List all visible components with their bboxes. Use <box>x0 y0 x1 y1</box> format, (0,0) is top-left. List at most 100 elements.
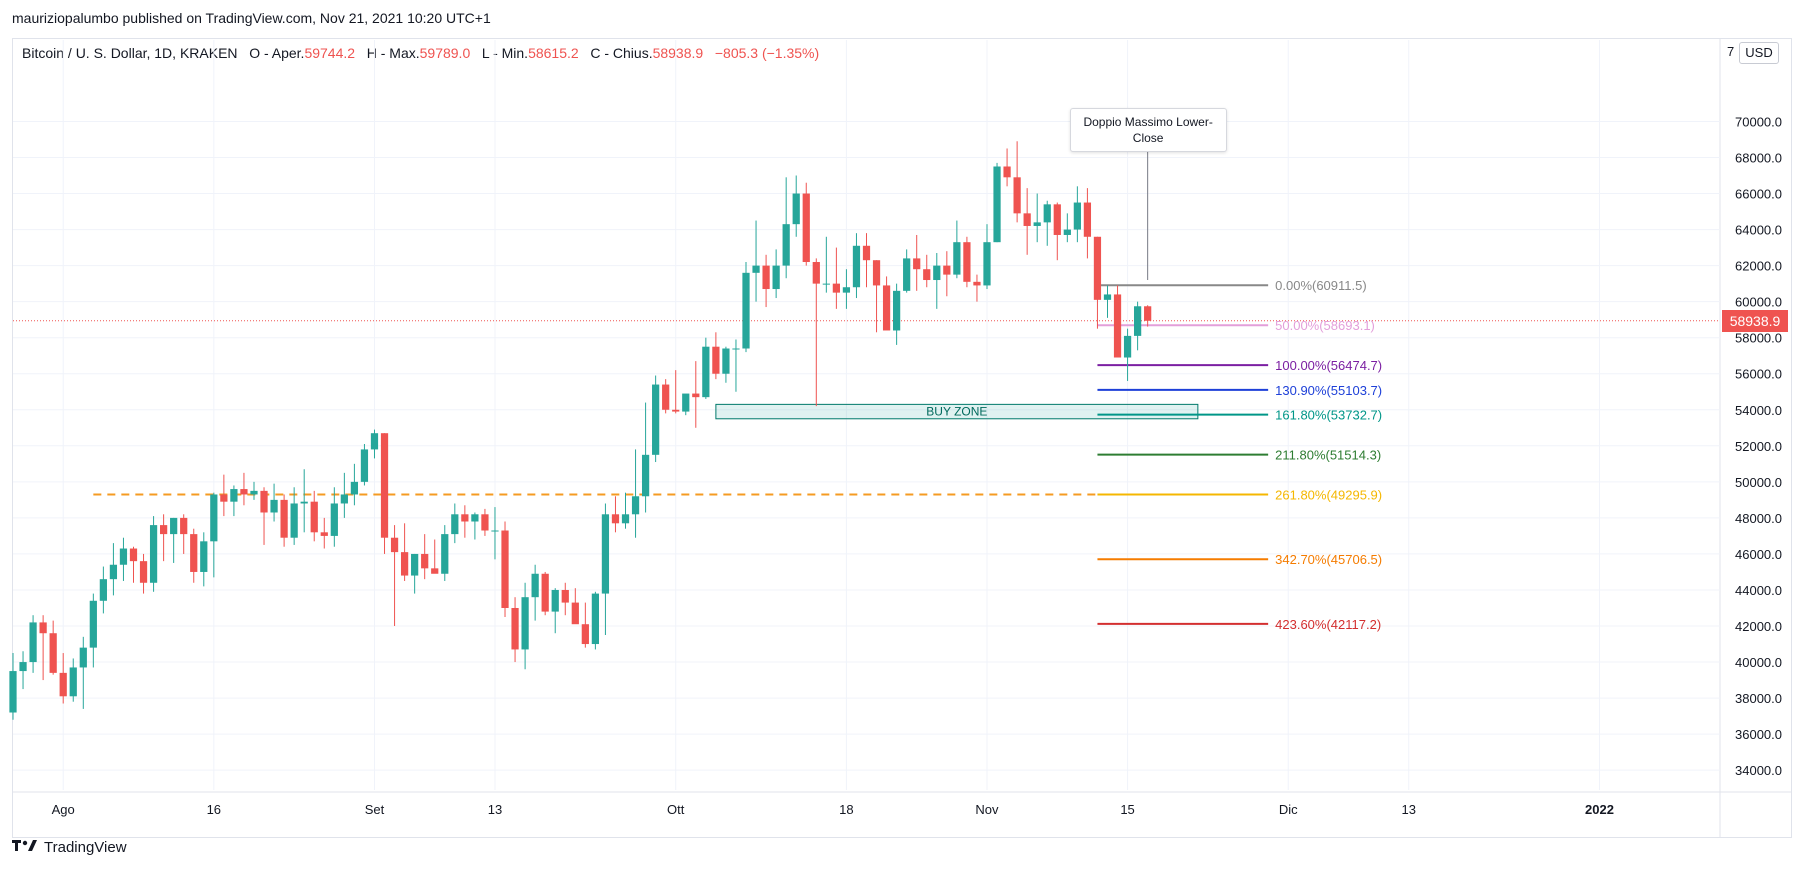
candle-body <box>682 393 690 412</box>
price-tick-label: 64000.0 <box>1735 223 1782 238</box>
annotation-line-2: Close <box>1132 131 1164 145</box>
candle-body <box>180 517 188 535</box>
symbol-legend: Bitcoin / U. S. Dollar, 1D, KRAKEN O - A… <box>22 45 819 61</box>
price-tick-label: 48000.0 <box>1735 511 1782 526</box>
tv-logo-svg <box>12 840 37 851</box>
candle-body <box>441 534 449 574</box>
time-tick-label: 2022 <box>1585 802 1614 817</box>
candle-body <box>742 272 750 349</box>
low-value: 58615.2 <box>528 45 579 61</box>
fib-level-label: 211.80%(51514.3) <box>1275 448 1381 463</box>
candle-body <box>792 193 800 225</box>
candle-body <box>521 597 529 650</box>
time-tick-label: Set <box>365 802 385 817</box>
candle-body <box>1083 202 1092 237</box>
candle-body <box>400 552 409 576</box>
candle-body <box>531 573 539 598</box>
annotation-callout[interactable]: Doppio Massimo Lower- Close <box>1069 108 1227 152</box>
price-tick-label: 54000.0 <box>1735 403 1782 418</box>
time-tick-label: Ago <box>52 802 75 817</box>
candle-body <box>1053 204 1061 235</box>
price-tick-label: 70000.0 <box>1735 114 1782 129</box>
candle-body <box>471 514 479 522</box>
candle-body <box>220 494 228 502</box>
candle-body <box>320 532 328 536</box>
candle-body <box>1093 236 1102 300</box>
candle-body <box>762 265 770 290</box>
candle-body <box>662 384 670 410</box>
candle-body <box>280 499 288 538</box>
candle-body <box>190 534 198 572</box>
fib-level-label: 161.80%(53732.7) <box>1275 408 1382 423</box>
high-value: 59789.0 <box>419 45 471 61</box>
candle-body <box>712 346 720 374</box>
candle-body <box>782 224 790 266</box>
footer-brand-text: TradingView <box>44 839 127 856</box>
price-tick-label: 58000.0 <box>1735 331 1782 346</box>
candle-body <box>561 589 569 603</box>
candle-body <box>160 525 168 535</box>
currency-button[interactable]: USD <box>1739 42 1779 64</box>
close-value: 58938.9 <box>652 45 704 61</box>
candle-body <box>109 564 118 580</box>
candle-body <box>752 265 760 273</box>
fib-level-label: 0.00%(60911.5) <box>1275 278 1367 293</box>
price-tick-label: 46000.0 <box>1735 547 1782 562</box>
price-tick-label: 52000.0 <box>1735 439 1782 454</box>
candle-body <box>119 548 128 565</box>
price-tick-label: 50000.0 <box>1735 475 1782 490</box>
candle-body <box>581 624 589 645</box>
candle-body <box>631 496 640 515</box>
price-tick-label: 42000.0 <box>1735 619 1782 634</box>
candle-body <box>541 573 549 612</box>
time-tick-label: 16 <box>207 802 221 817</box>
candle-body <box>862 245 871 261</box>
candle-body <box>872 260 881 286</box>
time-tick-label: 18 <box>839 802 853 817</box>
candle-body <box>1073 202 1081 230</box>
fib-level-label: 50.00%(58693.1) <box>1275 318 1375 333</box>
candle-body <box>893 290 901 331</box>
candle-body <box>240 489 248 495</box>
fib-level-label: 423.60%(42117.2) <box>1275 617 1381 632</box>
candle-body <box>481 514 489 531</box>
candle-body <box>621 514 630 524</box>
price-tick-label: 34000.0 <box>1735 763 1782 778</box>
low-label: L - Min. <box>481 45 529 61</box>
candle-body <box>19 662 27 672</box>
symbol-name: Bitcoin / U. S. Dollar, 1D, KRAKEN <box>22 45 238 61</box>
candle-body <box>1003 166 1011 178</box>
open-label: O - Aper. <box>249 45 305 61</box>
time-tick-label: Ott <box>667 802 685 817</box>
candle-body <box>210 494 218 542</box>
candle-body <box>1063 229 1071 235</box>
chart-frame[interactable] <box>12 38 1792 838</box>
candle-body <box>310 501 318 533</box>
candle-body <box>983 242 991 286</box>
candle-body <box>421 553 429 569</box>
candle-body <box>260 490 268 513</box>
candle-body <box>139 561 148 583</box>
close-label: C - Chius. <box>590 45 653 61</box>
candle-body <box>923 269 931 281</box>
candle-body <box>973 281 981 286</box>
candle-body <box>501 530 509 608</box>
price-tick-label: 56000.0 <box>1735 367 1782 382</box>
candle-body <box>511 607 519 650</box>
candle-body <box>149 525 158 583</box>
candle-body <box>380 433 389 538</box>
candle-body <box>551 589 559 612</box>
candle-body <box>340 494 348 504</box>
buy-zone-rect <box>715 403 1199 420</box>
candle-body <box>832 283 840 293</box>
candle-body <box>431 568 439 574</box>
candle-body <box>852 245 861 288</box>
last-price-badge: 58938.9 <box>1722 309 1788 332</box>
candle-body <box>390 537 399 553</box>
candle-body <box>1144 306 1152 321</box>
candle-body <box>652 384 660 455</box>
footer-brand[interactable]: TradingView <box>12 838 127 857</box>
candle-body <box>943 265 951 275</box>
candle-body <box>913 258 921 270</box>
